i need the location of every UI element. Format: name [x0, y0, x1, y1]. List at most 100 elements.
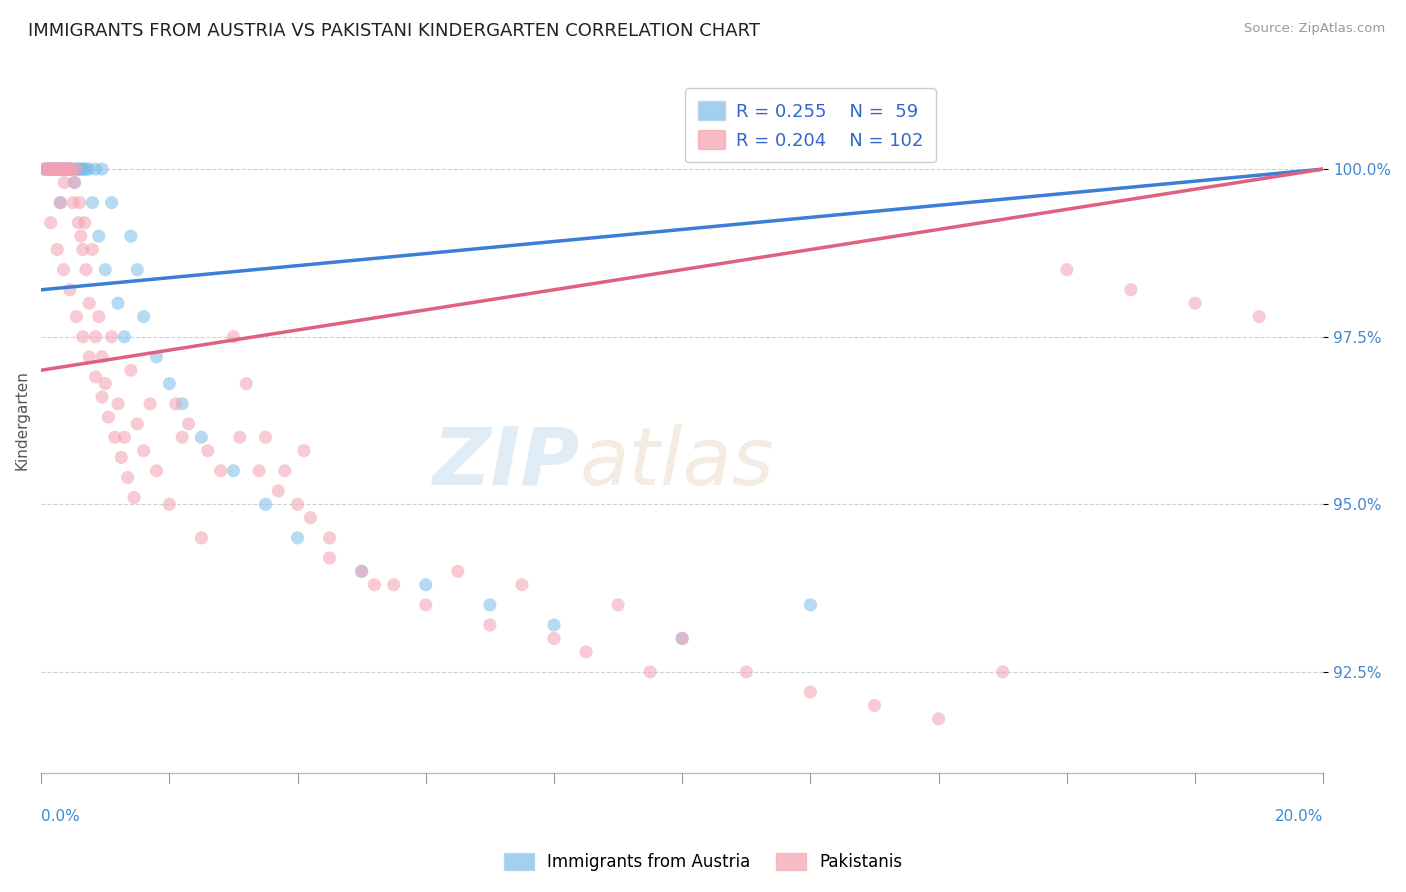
Point — [60, 162, 83, 177]
Point — [1119, 283, 1142, 297]
Point — [100, 329, 122, 343]
Point — [37, 162, 59, 177]
Point — [55, 162, 77, 177]
Point — [735, 665, 758, 679]
Point — [46, 162, 69, 177]
Point — [190, 531, 212, 545]
Point — [72, 162, 94, 177]
Point — [209, 464, 232, 478]
Point — [62, 162, 84, 177]
Point — [177, 417, 200, 431]
Point — [65, 310, 87, 324]
Point — [45, 162, 67, 177]
Point — [48, 162, 70, 177]
Point — [575, 645, 598, 659]
Point — [38, 162, 60, 177]
Point — [91, 162, 114, 177]
Legend: Immigrants from Austria, Pakistanis: Immigrants from Austria, Pakistanis — [496, 845, 910, 880]
Point — [350, 565, 373, 579]
Point — [543, 618, 565, 632]
Point — [77, 296, 100, 310]
Point — [799, 598, 821, 612]
Point — [44, 162, 66, 177]
Point — [52, 162, 75, 177]
Point — [1249, 310, 1271, 324]
Point — [287, 531, 309, 545]
Point — [190, 430, 212, 444]
Point — [87, 229, 110, 244]
Point — [107, 296, 129, 310]
Text: 0.0%: 0.0% — [41, 809, 80, 824]
Point — [34, 162, 56, 177]
Point — [67, 216, 90, 230]
Point — [58, 162, 80, 177]
Point — [127, 417, 149, 431]
Point — [197, 443, 219, 458]
Point — [671, 632, 693, 646]
Point — [48, 162, 70, 177]
Point — [254, 497, 277, 511]
Point — [58, 162, 80, 177]
Point — [247, 464, 270, 478]
Point — [157, 376, 180, 391]
Point — [73, 162, 96, 177]
Point — [39, 162, 62, 177]
Point — [49, 195, 72, 210]
Point — [94, 376, 117, 391]
Point — [52, 162, 75, 177]
Point — [42, 162, 65, 177]
Point — [299, 510, 322, 524]
Point — [59, 162, 82, 177]
Point — [35, 162, 58, 177]
Point — [44, 162, 66, 177]
Point — [46, 162, 69, 177]
Point — [87, 310, 110, 324]
Text: IMMIGRANTS FROM AUSTRIA VS PAKISTANI KINDERGARTEN CORRELATION CHART: IMMIGRANTS FROM AUSTRIA VS PAKISTANI KIN… — [28, 22, 761, 40]
Point — [41, 162, 63, 177]
Point — [229, 430, 252, 444]
Point — [107, 397, 129, 411]
Point — [72, 329, 94, 343]
Point — [72, 243, 94, 257]
Point — [34, 162, 56, 177]
Point — [292, 443, 315, 458]
Y-axis label: Kindergarten: Kindergarten — [15, 370, 30, 470]
Point — [117, 470, 139, 484]
Point — [62, 195, 84, 210]
Point — [120, 229, 142, 244]
Point — [94, 262, 117, 277]
Point — [267, 483, 290, 498]
Point — [928, 712, 950, 726]
Point — [145, 350, 167, 364]
Point — [52, 162, 75, 177]
Point — [45, 162, 67, 177]
Point — [863, 698, 886, 713]
Point — [478, 618, 501, 632]
Point — [56, 162, 79, 177]
Point — [172, 430, 194, 444]
Point — [799, 685, 821, 699]
Text: atlas: atlas — [579, 424, 775, 502]
Point — [49, 162, 72, 177]
Point — [52, 262, 75, 277]
Point — [510, 578, 533, 592]
Point — [97, 410, 120, 425]
Point — [75, 262, 97, 277]
Point — [41, 162, 63, 177]
Point — [55, 162, 77, 177]
Point — [145, 464, 167, 478]
Point — [132, 443, 155, 458]
Point — [84, 370, 107, 384]
Point — [60, 162, 83, 177]
Point — [52, 162, 75, 177]
Point — [172, 397, 194, 411]
Point — [49, 162, 72, 177]
Point — [39, 162, 62, 177]
Point — [318, 551, 340, 566]
Point — [63, 176, 86, 190]
Point — [70, 229, 93, 244]
Point — [287, 497, 309, 511]
Point — [363, 578, 385, 592]
Point — [671, 632, 693, 646]
Text: Source: ZipAtlas.com: Source: ZipAtlas.com — [1244, 22, 1385, 36]
